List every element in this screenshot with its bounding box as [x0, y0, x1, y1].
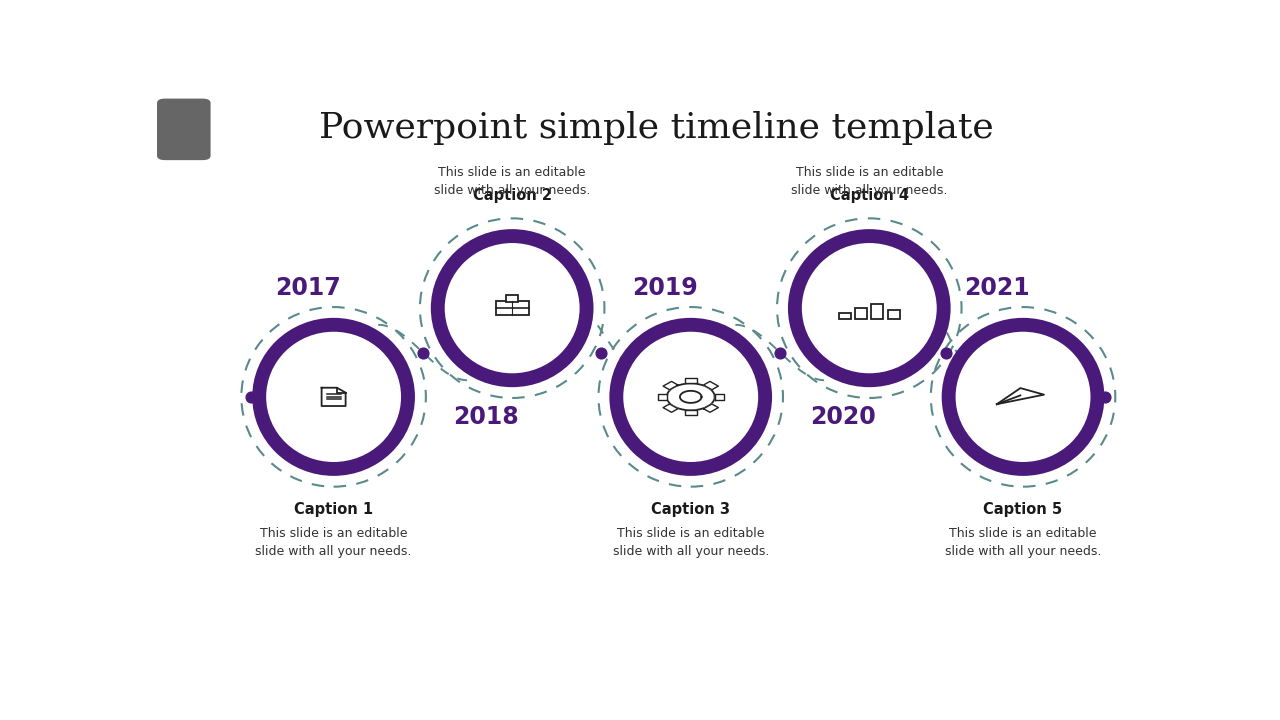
Text: Powerpoint simple timeline template: Powerpoint simple timeline template [319, 111, 993, 145]
Point [769, 347, 790, 359]
Ellipse shape [617, 325, 765, 469]
Bar [888, 310, 900, 318]
Bar [838, 313, 851, 318]
Ellipse shape [260, 325, 408, 469]
Bar [855, 308, 867, 318]
Text: 2018: 2018 [453, 405, 518, 429]
Text: Caption 1: Caption 1 [294, 503, 374, 517]
Bar [872, 305, 883, 318]
Text: This slide is an editable
slide with all your needs.: This slide is an editable slide with all… [434, 166, 590, 197]
Bar [495, 302, 529, 315]
Polygon shape [704, 404, 718, 413]
Ellipse shape [438, 236, 586, 380]
Text: This slide is an editable
slide with all your needs.: This slide is an editable slide with all… [613, 527, 769, 558]
Polygon shape [663, 382, 678, 390]
Text: 2020: 2020 [810, 405, 876, 429]
Text: This slide is an editable
slide with all your needs.: This slide is an editable slide with all… [791, 166, 947, 197]
Ellipse shape [795, 236, 943, 380]
Point [591, 347, 612, 359]
Text: 2021: 2021 [964, 276, 1030, 300]
Polygon shape [685, 378, 696, 384]
Bar [506, 295, 518, 302]
Text: Caption 3: Caption 3 [652, 503, 730, 517]
Point [1096, 391, 1116, 402]
Text: This slide is an editable
slide with all your needs.: This slide is an editable slide with all… [256, 527, 412, 558]
Polygon shape [685, 410, 696, 415]
Text: Caption 2: Caption 2 [472, 188, 552, 203]
Polygon shape [321, 387, 346, 406]
Ellipse shape [948, 325, 1097, 469]
Text: 2019: 2019 [632, 276, 698, 300]
Text: 2017: 2017 [275, 276, 340, 300]
FancyBboxPatch shape [157, 99, 211, 160]
Text: Caption 4: Caption 4 [829, 188, 909, 203]
Point [241, 391, 261, 402]
Polygon shape [997, 388, 1044, 404]
Text: This slide is an editable
slide with all your needs.: This slide is an editable slide with all… [945, 527, 1101, 558]
Point [412, 347, 433, 359]
Text: Caption 5: Caption 5 [983, 503, 1062, 517]
Polygon shape [658, 394, 667, 400]
Polygon shape [704, 382, 718, 390]
Polygon shape [714, 394, 724, 400]
Polygon shape [663, 404, 678, 413]
Point [936, 347, 956, 359]
